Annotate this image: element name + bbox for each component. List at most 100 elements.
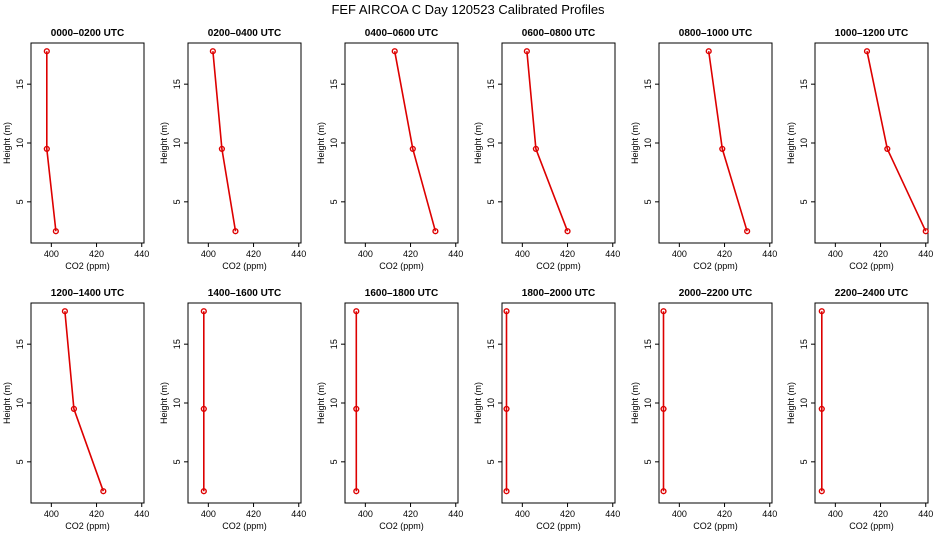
data-point	[432, 228, 439, 235]
x-tick-label: 400	[358, 249, 373, 259]
plot-frame	[501, 302, 616, 504]
x-tick-label: 420	[873, 509, 888, 519]
plot-frame	[658, 302, 773, 504]
y-tick-label: 10	[15, 138, 25, 148]
y-tick-label: 5	[643, 459, 653, 464]
y-tick-label: 5	[15, 459, 25, 464]
y-tick-label: 5	[15, 199, 25, 204]
x-axis-label: CO2 (ppm)	[222, 261, 267, 271]
y-tick-label: 15	[486, 339, 496, 349]
plot-frame	[501, 42, 616, 244]
series-line	[707, 51, 748, 232]
y-tick-label: 5	[486, 459, 496, 464]
x-axis-label: CO2 (ppm)	[536, 521, 581, 531]
x-tick-label: 400	[44, 249, 59, 259]
x-tick-label: 420	[246, 249, 261, 259]
y-axis-label: Height (m)	[786, 122, 796, 164]
x-tick-label: 400	[44, 509, 59, 519]
x-tick-label: 420	[717, 509, 732, 519]
data-point	[532, 145, 540, 152]
plot-frame	[187, 42, 302, 244]
data-point	[43, 145, 50, 152]
y-tick-label: 5	[172, 199, 182, 204]
plot-frame	[187, 302, 302, 504]
data-point	[818, 488, 825, 495]
data-point	[353, 405, 360, 412]
x-axis-label: CO2 (ppm)	[849, 261, 894, 271]
x-tick-label: 420	[560, 509, 575, 519]
profile-panel-7: 1200–1400 UTC 400 420 440 5 10 15 CO2 (ppm) Heig…	[2, 288, 149, 531]
x-tick-label: 440	[918, 509, 933, 519]
x-tick-label: 400	[672, 509, 687, 519]
data-point	[100, 488, 107, 495]
profile-panel-1: 0000–0200 UTC 400 420 440 5 10 15 CO2 (ppm) Heig…	[2, 28, 149, 271]
y-tick-label: 10	[486, 398, 496, 408]
data-point	[218, 145, 226, 152]
data-point	[503, 308, 510, 315]
y-tick-label: 15	[799, 339, 809, 349]
profile-panel-11: 2000–2200 UTC 400 420 440 5 10 15 CO2 (ppm) Heig…	[630, 288, 777, 531]
y-tick-label: 15	[643, 339, 653, 349]
y-tick-label: 15	[329, 339, 339, 349]
x-tick-label: 400	[828, 249, 843, 259]
x-axis-label: CO2 (ppm)	[222, 521, 267, 531]
x-tick-label: 440	[448, 509, 463, 519]
x-axis-label: CO2 (ppm)	[849, 521, 894, 531]
panel-title: 2200–2400 UTC	[835, 288, 908, 299]
panel-title: 1800–2000 UTC	[522, 288, 595, 299]
y-axis-label: Height (m)	[630, 382, 640, 424]
data-point	[660, 488, 667, 495]
profile-panel-6: 1000–1200 UTC 400 420 440 5 10 15 CO2 (ppm) Heig…	[786, 28, 933, 271]
y-tick-label: 15	[172, 339, 182, 349]
x-tick-label: 400	[515, 249, 530, 259]
series-line	[866, 51, 927, 232]
data-point	[744, 228, 751, 235]
x-tick-label: 440	[134, 249, 149, 259]
profile-panel-5: 0800–1000 UTC 400 420 440 5 10 15 CO2 (ppm) Heig…	[630, 28, 777, 271]
profile-panel-10: 1800–2000 UTC 400 420 440 5 10 15 CO2 (ppm) Heig…	[473, 288, 620, 531]
y-tick-label: 10	[486, 138, 496, 148]
series-line	[64, 311, 105, 492]
x-tick-label: 440	[762, 509, 777, 519]
panel-title: 0400–0600 UTC	[365, 28, 438, 39]
y-axis-label: Height (m)	[316, 382, 326, 424]
data-point	[61, 308, 69, 315]
x-tick-label: 440	[605, 509, 620, 519]
panel-title: 1400–1600 UTC	[208, 288, 281, 299]
y-tick-label: 15	[172, 79, 182, 89]
data-point	[52, 228, 59, 235]
data-point	[863, 48, 871, 55]
y-tick-label: 10	[643, 398, 653, 408]
data-point	[200, 405, 207, 412]
data-point	[232, 228, 239, 235]
y-tick-label: 15	[643, 79, 653, 89]
x-axis-label: CO2 (ppm)	[693, 261, 738, 271]
panel-title: 1600–1800 UTC	[365, 288, 438, 299]
panel-title: 1200–1400 UTC	[51, 288, 124, 299]
x-tick-label: 440	[918, 249, 933, 259]
y-axis-label: Height (m)	[473, 122, 483, 164]
data-point	[884, 145, 891, 152]
y-axis-label: Height (m)	[159, 122, 169, 164]
y-axis-label: Height (m)	[2, 122, 12, 164]
profile-panel-12: 2200–2400 UTC 400 420 440 5 10 15 CO2 (ppm) Heig…	[786, 288, 933, 531]
profile-panel-3: 0400–0600 UTC 400 420 440 5 10 15 CO2 (ppm) Heig…	[316, 28, 463, 271]
x-axis-label: CO2 (ppm)	[693, 521, 738, 531]
y-axis-label: Height (m)	[159, 382, 169, 424]
x-tick-label: 400	[201, 509, 216, 519]
x-tick-label: 440	[134, 509, 149, 519]
y-tick-label: 5	[643, 199, 653, 204]
data-point	[818, 405, 825, 412]
x-tick-label: 420	[89, 249, 104, 259]
x-axis-label: CO2 (ppm)	[65, 521, 110, 531]
plot-frame	[814, 302, 929, 504]
data-point	[818, 308, 825, 315]
plot-frame	[344, 42, 459, 244]
x-tick-label: 420	[560, 249, 575, 259]
series-line	[212, 51, 237, 232]
x-axis-label: CO2 (ppm)	[65, 261, 110, 271]
profile-panel-9: 1600–1800 UTC 400 420 440 5 10 15 CO2 (ppm) Heig…	[316, 288, 463, 531]
data-point	[564, 228, 571, 235]
series-line	[45, 51, 57, 232]
